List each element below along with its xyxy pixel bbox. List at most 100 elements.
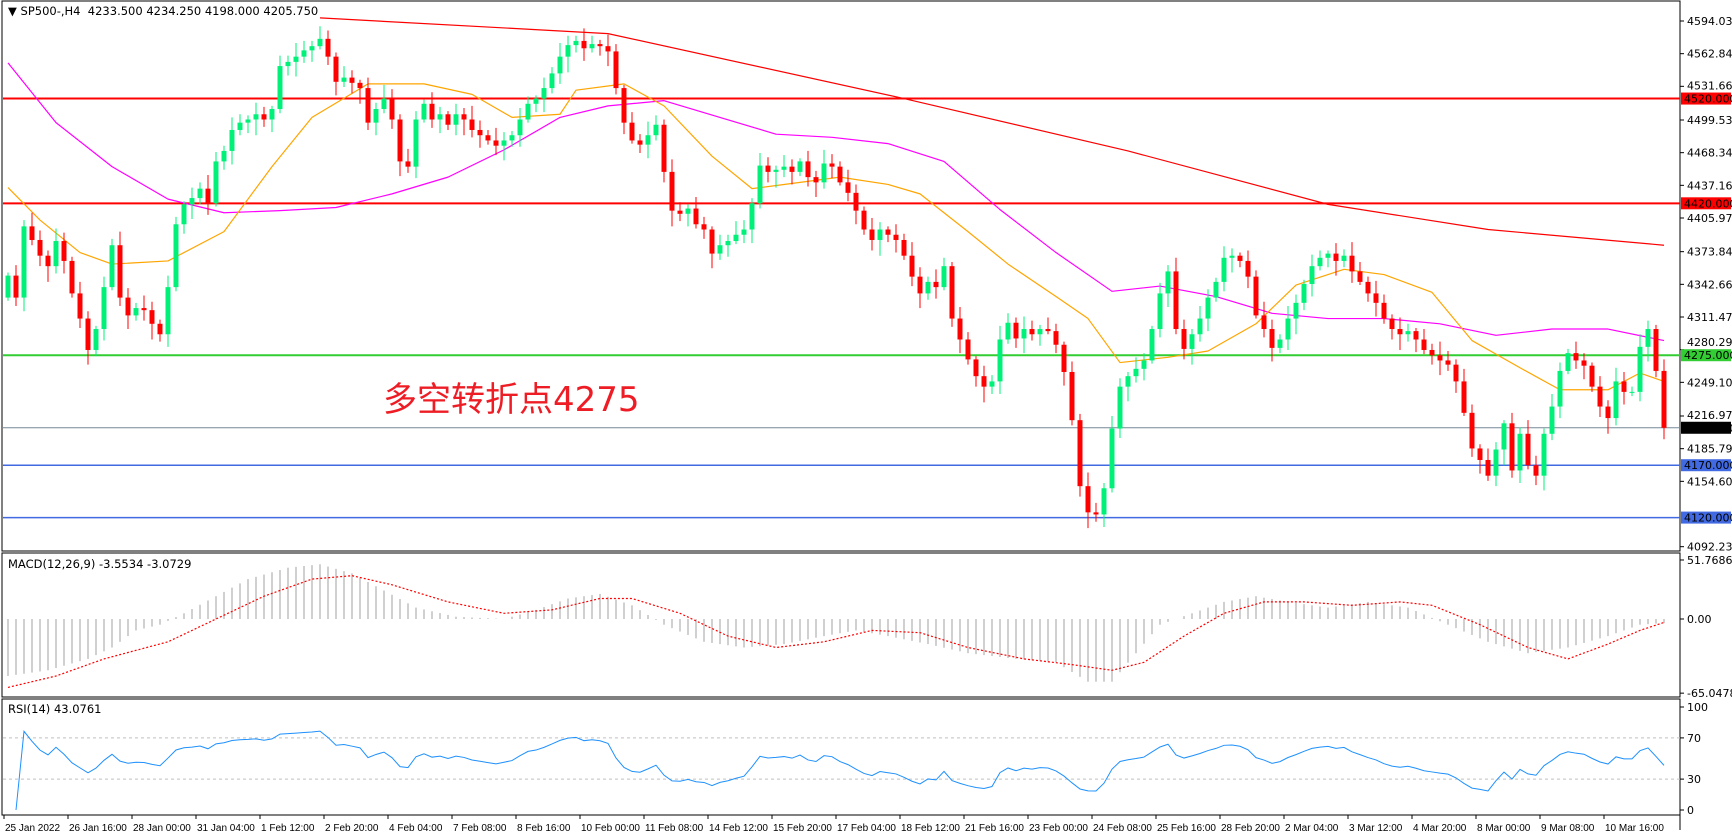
price-tick-label: 4405.975 — [1687, 212, 1732, 225]
candle — [277, 55, 283, 114]
candle-body — [309, 46, 315, 51]
price-tick-label: 4562.845 — [1687, 48, 1732, 61]
candle-body — [685, 208, 691, 214]
candle — [597, 39, 603, 56]
candle — [861, 206, 867, 235]
candle — [1349, 242, 1355, 283]
candle-body — [749, 203, 755, 230]
candle — [1045, 317, 1051, 335]
candle-body — [1645, 329, 1651, 347]
candle — [1541, 428, 1547, 491]
candle — [1333, 243, 1339, 276]
time-tick-label: 14 Feb 12:00 — [709, 823, 768, 834]
candle — [221, 145, 227, 170]
candle — [253, 102, 259, 136]
candle-body — [141, 308, 147, 311]
candle-body — [125, 297, 131, 316]
candle — [957, 307, 963, 354]
main-panel-frame — [1, 0, 1681, 552]
candle — [373, 102, 379, 136]
candle — [269, 105, 275, 133]
candle — [821, 149, 827, 189]
candle-body — [901, 239, 907, 256]
level-tag-label: 4520.000 — [1684, 93, 1732, 106]
price-tick-label: 4280.290 — [1687, 336, 1732, 349]
time-tick-label: 8 Feb 16:00 — [517, 823, 571, 834]
candle-body — [1413, 331, 1419, 340]
candle-body — [941, 266, 947, 288]
candle — [285, 55, 291, 76]
candle — [445, 111, 451, 130]
candle — [69, 256, 75, 298]
candle — [229, 117, 235, 165]
candle-body — [837, 166, 843, 183]
candle-body — [253, 114, 259, 120]
candle-body — [373, 109, 379, 123]
candle-body — [1341, 255, 1347, 261]
candle — [789, 159, 795, 185]
candle — [1061, 341, 1067, 386]
candle-body — [885, 229, 891, 235]
candle — [693, 197, 699, 229]
rsi-line — [15, 730, 1665, 811]
time-tick-label: 2 Feb 20:00 — [325, 823, 379, 834]
candle-body — [957, 318, 963, 340]
candle — [149, 301, 155, 340]
candle — [1101, 483, 1107, 528]
candle — [925, 276, 931, 300]
candle-body — [181, 204, 187, 225]
time-tick-label: 15 Feb 20:00 — [773, 823, 832, 834]
candle — [813, 170, 819, 198]
dropdown-triangle-icon[interactable]: ▼ — [8, 4, 17, 18]
candle-body — [1093, 512, 1099, 515]
candle — [1501, 420, 1507, 466]
macd-signal-line — [7, 575, 1665, 688]
candle-body — [349, 77, 355, 83]
candle-body — [213, 161, 219, 204]
candle — [117, 231, 123, 306]
candle-body — [893, 234, 899, 240]
ohlc-values: 4233.500 4234.250 4198.000 4205.750 — [87, 4, 319, 18]
candle-body — [413, 119, 419, 167]
candle — [629, 112, 635, 144]
time-tick-label: 10 Mar 16:00 — [1605, 823, 1664, 834]
candle-body — [909, 255, 915, 277]
candle — [685, 204, 691, 227]
price-tick-label: 4373.845 — [1687, 246, 1732, 259]
candle-body — [1125, 376, 1131, 387]
candle — [829, 154, 835, 179]
candle — [1589, 362, 1595, 392]
candle-body — [509, 135, 515, 141]
candle — [293, 43, 299, 77]
candle — [1221, 246, 1227, 292]
current-price-tag — [1681, 421, 1731, 434]
level-tag — [1681, 459, 1731, 472]
candle-body — [1109, 428, 1115, 489]
candle-body — [461, 114, 467, 120]
candle — [389, 89, 395, 129]
price-tick-label: 4311.475 — [1687, 311, 1732, 324]
candle — [5, 272, 11, 301]
candle-body — [853, 192, 859, 211]
candle — [805, 150, 811, 187]
candle-body — [1197, 318, 1203, 335]
candle-body — [1629, 391, 1635, 393]
candle-body — [1477, 448, 1483, 460]
candle — [1637, 334, 1643, 402]
candle — [1085, 472, 1091, 529]
candle-body — [381, 98, 387, 110]
candle-body — [1445, 360, 1451, 365]
price-tick-label: 4468.345 — [1687, 147, 1732, 160]
candle-body — [501, 140, 507, 146]
candle — [877, 222, 883, 256]
candle-body — [1149, 329, 1155, 361]
candle — [869, 217, 875, 251]
candle-body — [317, 38, 323, 47]
candle-body — [1389, 318, 1395, 330]
candle — [1469, 404, 1475, 457]
candle-body — [1437, 355, 1443, 361]
candle-body — [1565, 353, 1571, 371]
candle — [437, 106, 443, 134]
candle-body — [973, 359, 979, 377]
